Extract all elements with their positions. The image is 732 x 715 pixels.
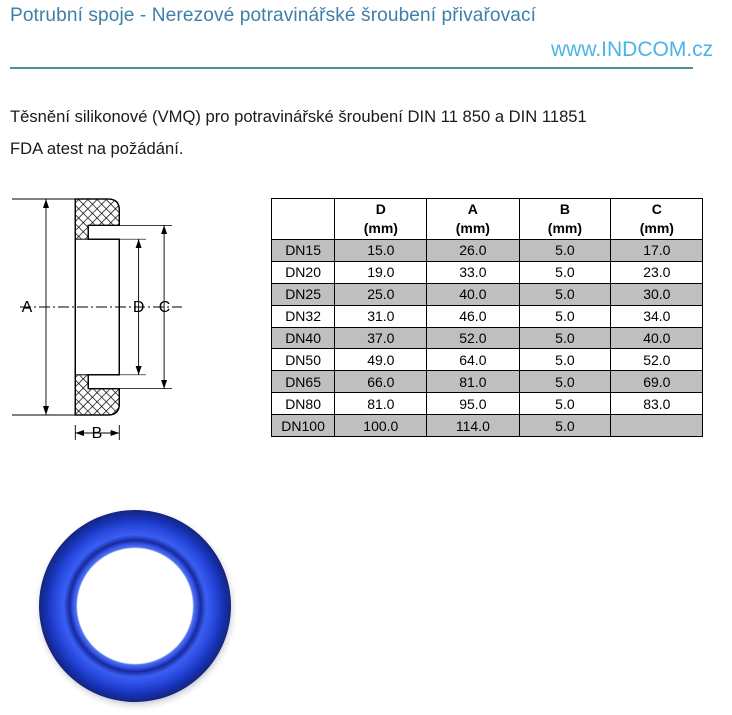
svg-text:A: A	[22, 299, 33, 316]
svg-text:B: B	[92, 425, 103, 442]
svg-text:C: C	[159, 299, 171, 316]
svg-text:D: D	[133, 299, 145, 316]
